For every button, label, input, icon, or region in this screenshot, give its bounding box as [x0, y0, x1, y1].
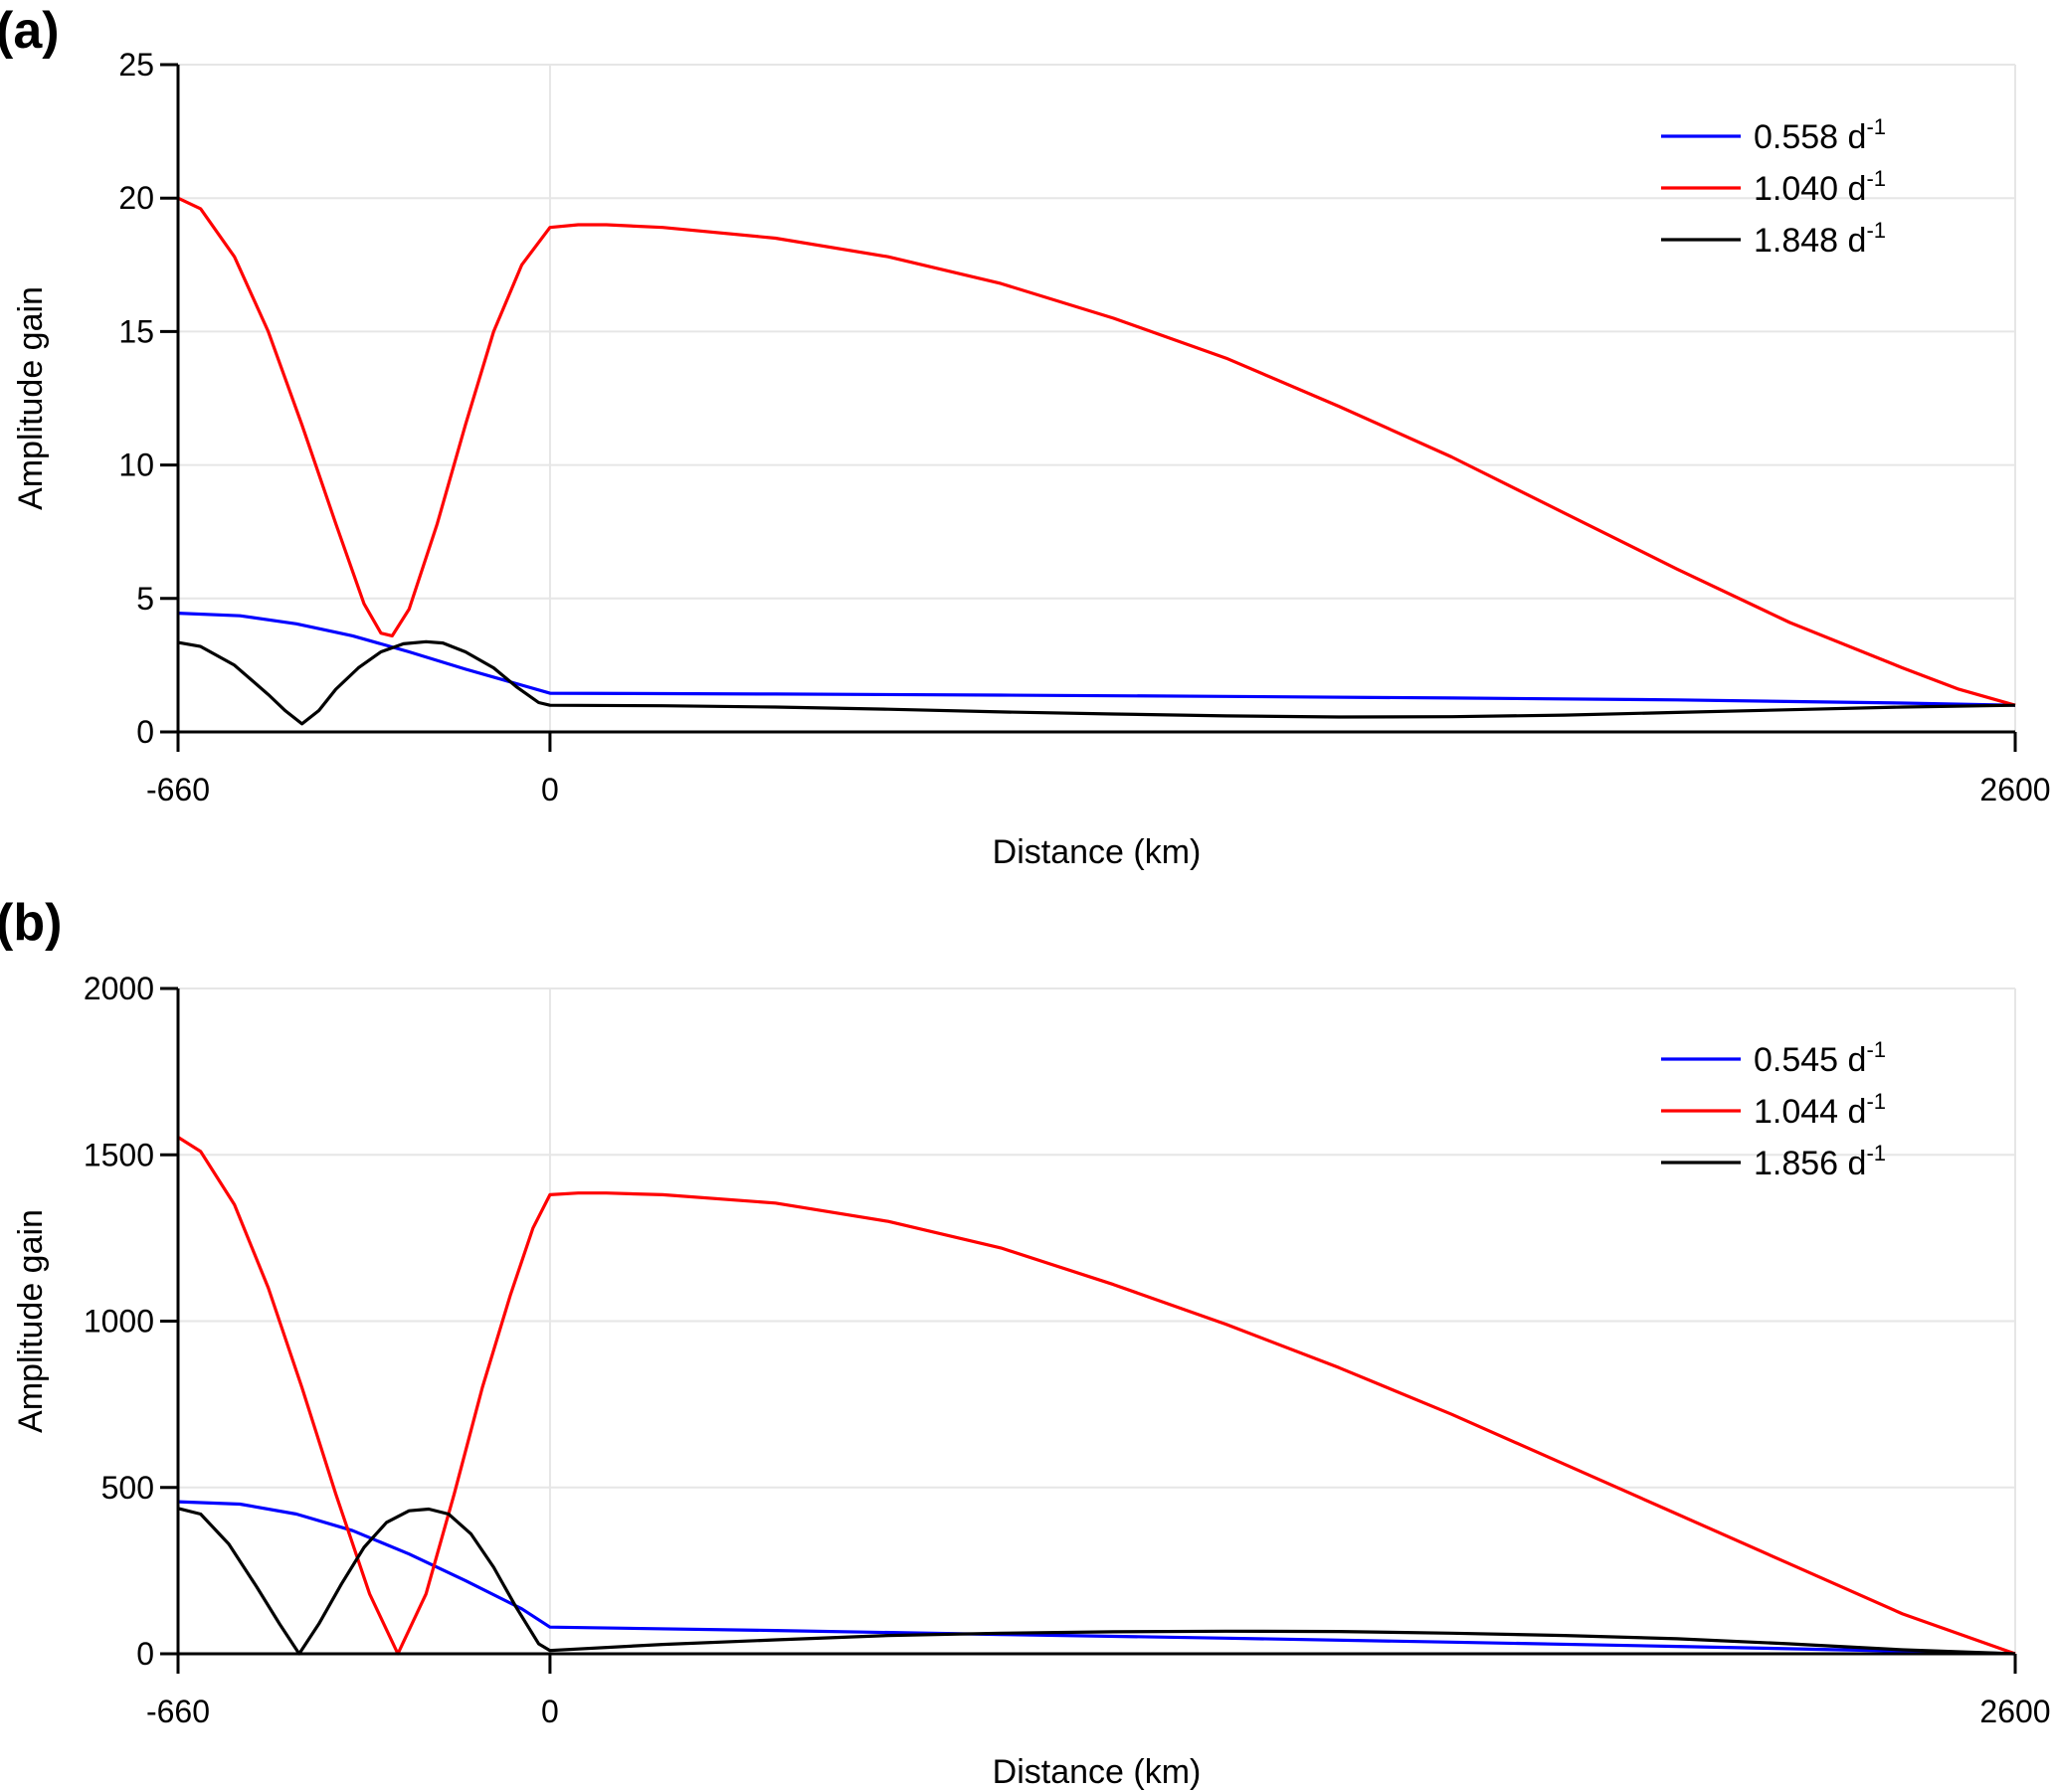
legend-label-main: 1.856 d — [1754, 1145, 1866, 1182]
y-axis-title: Amplitude gain — [12, 286, 50, 510]
series-line-3 — [177, 1507, 2016, 1656]
legend-label-main: 1.040 d — [1754, 170, 1866, 208]
panel-label: (a) — [0, 2, 60, 60]
x-tick-label: 2600 — [1979, 772, 2050, 807]
legend-label: 0.545 d-1 — [1754, 1037, 1886, 1079]
series-line-2 — [177, 1136, 2016, 1656]
y-tick-label: 0 — [136, 714, 154, 750]
x-axis-title: Distance (km) — [993, 833, 1202, 871]
chart-panel-b: (b) 0 500 1000 1500 2000 -660 0 2600 Distance (km… — [0, 894, 2051, 1791]
x-tick-label: -660 — [146, 772, 210, 807]
legend-label-sup: -1 — [1866, 1037, 1886, 1062]
y-tick-label: 2000 — [84, 971, 154, 1006]
legend-label-main: 1.848 d — [1754, 222, 1866, 260]
x-axis-title: Distance (km) — [993, 1753, 1202, 1791]
legend-label-sup: -1 — [1866, 1089, 1886, 1114]
x-tick-label: 0 — [541, 772, 559, 807]
legend-label: 1.848 d-1 — [1754, 218, 1886, 260]
y-tick-label: 500 — [101, 1470, 154, 1506]
y-tick-label: 10 — [118, 448, 154, 483]
legend-label-sup: -1 — [1866, 114, 1886, 139]
legend-label: 1.044 d-1 — [1754, 1089, 1886, 1131]
series-line-3 — [177, 639, 2016, 726]
legend-label-main: 0.545 d — [1754, 1041, 1866, 1079]
y-tick-label: 1000 — [84, 1304, 154, 1340]
legend-label-sup: -1 — [1866, 1141, 1886, 1165]
y-tick-label: 0 — [136, 1636, 154, 1672]
chart-panel-a: (a) 0 5 10 15 20 25 -660 0 2600 Distance (km) Ampli… — [0, 2, 2051, 871]
legend: 0.558 d-11.040 d-11.848 d-1 — [1661, 114, 1886, 260]
y-tick-label: 20 — [118, 180, 154, 216]
y-tick-label: 1500 — [84, 1137, 154, 1172]
x-tick-label: -660 — [146, 1694, 210, 1729]
panel-label: (b) — [0, 894, 62, 952]
legend: 0.545 d-11.044 d-11.856 d-1 — [1661, 1037, 1886, 1182]
legend-label: 1.040 d-1 — [1754, 166, 1886, 208]
legend-label: 1.856 d-1 — [1754, 1141, 1886, 1182]
legend-label: 0.558 d-1 — [1754, 114, 1886, 156]
x-tick-label: 2600 — [1979, 1694, 2050, 1729]
legend-label-sup: -1 — [1866, 166, 1886, 191]
x-tick-label: 0 — [541, 1694, 559, 1729]
series-line-1 — [177, 1500, 2016, 1656]
series-line-1 — [177, 612, 2016, 707]
y-tick-label: 15 — [118, 313, 154, 349]
y-axis-title: Amplitude gain — [12, 1209, 50, 1433]
series-line-2 — [177, 196, 2016, 707]
legend-label-sup: -1 — [1866, 218, 1886, 243]
legend-label-main: 0.558 d — [1754, 118, 1866, 156]
legend-label-main: 1.044 d — [1754, 1093, 1866, 1131]
y-tick-label: 25 — [118, 47, 154, 83]
y-tick-label: 5 — [136, 581, 154, 617]
